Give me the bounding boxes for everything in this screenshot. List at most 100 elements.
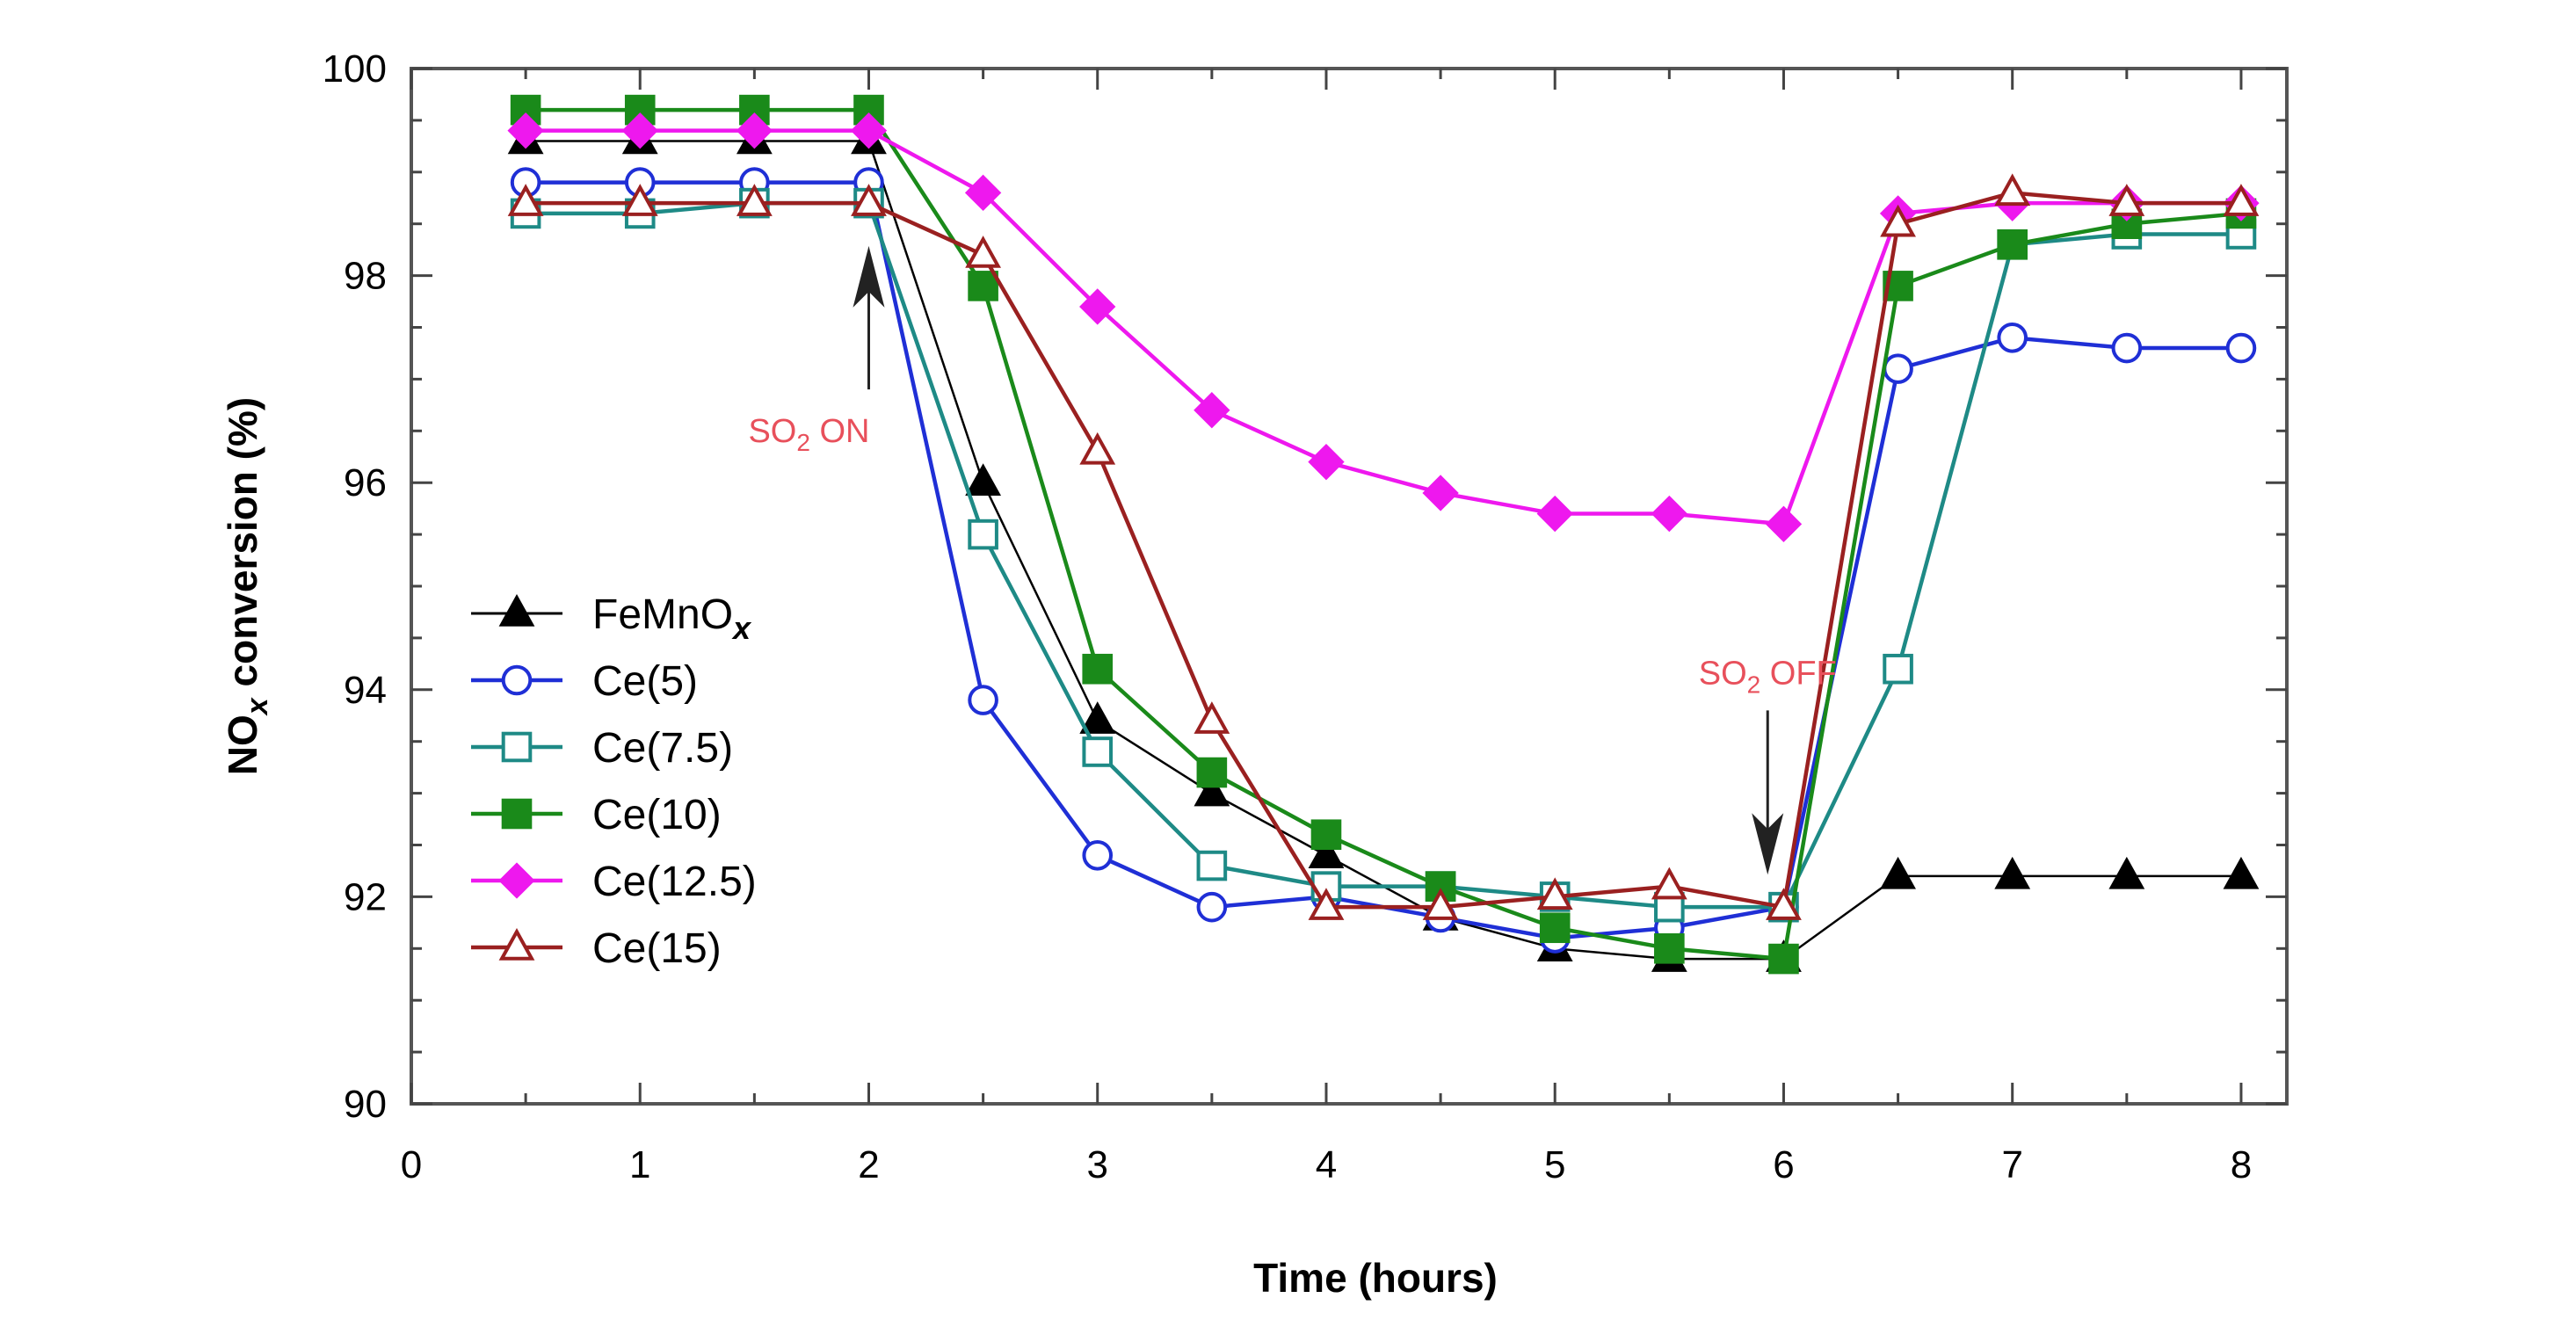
data-point-ce-5 (1082, 839, 1114, 871)
data-point-ce-5 (968, 685, 998, 715)
data-point-ce-15 (1536, 877, 1573, 910)
x-tick-label: 5 (1544, 1143, 1565, 1186)
legend-item-ce-10: Ce(10) (471, 792, 722, 838)
y-tick-label: 94 (344, 669, 387, 712)
data-point-ce-15 (1651, 867, 1687, 900)
data-point-ce-12-5 (1422, 475, 1459, 511)
x-tick-label: 4 (1316, 1143, 1337, 1186)
legend-label: Ce(5) (592, 658, 698, 705)
y-tick-label: 100 (323, 47, 387, 91)
data-point-ce-10 (1310, 819, 1342, 851)
legend-label: FeMnOx (592, 591, 752, 646)
data-point-ce-12-5 (507, 112, 544, 149)
data-point-ce-7-5 (968, 519, 998, 550)
data-point-femnox (2108, 856, 2145, 889)
data-point-ce-15 (1766, 888, 1802, 920)
legend-marker-ce-5 (501, 664, 533, 696)
data-point-ce-10 (1196, 757, 1228, 788)
data-point-ce-15 (2108, 184, 2145, 216)
data-point-femnox (965, 463, 1002, 496)
data-point-femnox (1880, 856, 1916, 889)
data-point-ce-15 (1422, 888, 1459, 920)
legend-marker-femnox (498, 594, 535, 627)
legend-item-ce-5: Ce(5) (471, 658, 698, 705)
x-axis-title: Time (hours) (1253, 1255, 1498, 1301)
data-point-ce-15 (736, 184, 773, 216)
data-point-ce-10 (968, 271, 998, 301)
data-point-ce-12-5 (1765, 505, 1803, 542)
data-point-ce-7-5 (1196, 850, 1228, 881)
x-tick-label: 2 (858, 1143, 879, 1186)
data-point-ce-5 (1997, 322, 2028, 353)
x-tick-label: 0 (401, 1143, 422, 1186)
data-point-ce-10 (1654, 933, 1685, 964)
data-point-ce-15 (1308, 888, 1345, 920)
legend-item-ce-15: Ce(15) (471, 925, 722, 972)
legend-item-ce-7-5: Ce(7.5) (471, 725, 733, 772)
data-point-femnox (1079, 701, 1116, 734)
x-tick-label: 8 (2231, 1143, 2252, 1186)
data-point-femnox (1308, 836, 1345, 869)
legend-label: Ce(7.5) (592, 725, 733, 772)
data-point-ce-10 (1768, 943, 1799, 975)
data-point-ce-10 (1539, 912, 1571, 944)
data-point-ce-12-5 (1308, 443, 1345, 481)
data-point-ce-12-5 (1079, 288, 1116, 325)
data-point-ce-5 (1196, 891, 1228, 923)
data-point-femnox (1994, 856, 2031, 889)
annotation-label: SO2 OFF (1699, 655, 1837, 698)
data-point-ce-15 (965, 236, 1002, 268)
legend-item-ce-12-5: Ce(12.5) (471, 859, 757, 905)
data-point-ce-15 (851, 184, 887, 216)
y-axis-title: NOx conversion (%) (220, 397, 274, 775)
series-line-ce-10 (526, 107, 2242, 961)
legend-label: Ce(12.5) (592, 859, 757, 905)
data-point-ce-12-5 (850, 112, 888, 149)
data-point-ce-10 (1997, 228, 2028, 260)
data-point-ce-15 (1994, 173, 2031, 207)
data-point-ce-15 (621, 184, 658, 216)
data-point-ce-7-5 (1883, 653, 1913, 685)
data-point-ce-15 (1079, 432, 1116, 465)
annotation-label: SO2 ON (748, 413, 869, 456)
x-tick-label: 3 (1086, 1143, 1107, 1186)
legend-label: Ce(10) (592, 792, 722, 838)
legend-marker-ce-12-5 (498, 862, 535, 899)
y-tick-label: 92 (344, 875, 387, 918)
y-tick-label: 96 (344, 461, 387, 504)
series-ce-10 (510, 94, 2257, 975)
legend-label: Ce(15) (592, 925, 722, 972)
data-point-femnox (1194, 773, 1230, 807)
annotation-so2-off: SO2 OFF (1699, 655, 1837, 875)
series-line-ce-15 (526, 191, 2241, 910)
legend-marker-ce-10 (501, 798, 533, 830)
data-point-ce-5 (1883, 353, 1913, 384)
y-tick-label: 98 (344, 255, 387, 298)
data-point-ce-15 (1194, 701, 1230, 734)
legend-marker-ce-15 (498, 928, 535, 961)
data-point-ce-15 (1880, 204, 1916, 237)
arrow-head (853, 245, 885, 308)
x-tick-label: 7 (2001, 1143, 2022, 1186)
data-point-ce-12-5 (736, 112, 773, 149)
data-point-ce-5 (2111, 332, 2143, 364)
data-point-ce-12-5 (1194, 392, 1230, 429)
y-tick-label: 90 (344, 1083, 387, 1126)
legend-marker-ce-7-5 (501, 731, 533, 763)
legend-item-femnox: FeMnOx (471, 591, 752, 646)
data-point-ce-12-5 (964, 174, 1002, 212)
data-point-ce-15 (507, 184, 544, 216)
annotation-so2-on: SO2 ON (748, 245, 885, 456)
arrow-head (1752, 813, 1784, 875)
data-point-ce-12-5 (621, 112, 658, 149)
data-point-ce-12-5 (1536, 495, 1573, 533)
data-point-ce-10 (1082, 653, 1114, 685)
series-ce-15 (507, 173, 2260, 920)
legend: FeMnOx Ce(5) Ce(7.5) Ce(10) Ce(12.5) Ce(15) (471, 591, 757, 972)
data-point-ce-5 (2225, 332, 2257, 364)
data-point-ce-15 (2223, 184, 2260, 216)
x-tick-label: 1 (629, 1143, 650, 1186)
data-point-ce-7-5 (1082, 736, 1114, 767)
